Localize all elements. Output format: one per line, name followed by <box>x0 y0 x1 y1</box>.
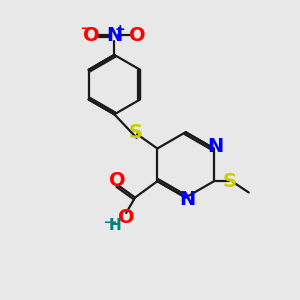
Text: −: − <box>103 214 118 232</box>
Text: O: O <box>118 208 135 227</box>
Text: −: − <box>80 20 94 38</box>
Text: N: N <box>106 26 122 45</box>
Text: S: S <box>223 172 237 191</box>
Text: +: + <box>114 23 125 36</box>
Text: O: O <box>129 26 145 45</box>
Text: S: S <box>129 123 143 142</box>
Text: H: H <box>109 218 121 233</box>
Text: O: O <box>83 26 100 45</box>
Text: N: N <box>179 190 195 209</box>
Text: N: N <box>207 136 224 156</box>
Text: O: O <box>109 171 125 190</box>
